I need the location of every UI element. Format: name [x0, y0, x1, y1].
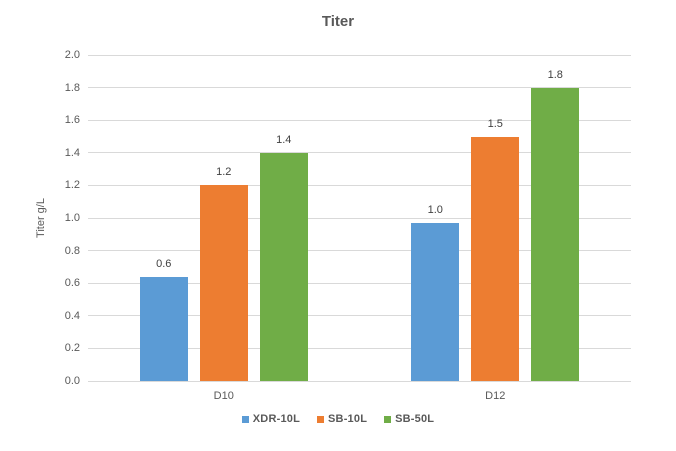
legend-item-sb-10l: SB-10L [317, 413, 367, 425]
chart-title: Titer [321, 13, 355, 30]
x-tick-label: D10 [213, 390, 234, 402]
data-label: 1.2 [216, 166, 232, 179]
legend-label: SB-50L [395, 413, 435, 425]
bar-sb-10l-d12 [471, 136, 520, 381]
x-tick-label: D12 [485, 390, 506, 402]
legend-marker-xdr-10l [241, 415, 249, 423]
legend-item-xdr-10l: XDR-10L [241, 413, 301, 425]
bar-sb-50l-d10 [259, 152, 308, 381]
legend-label: SB-10L [328, 413, 368, 425]
y-tick-label: 1.2 [64, 179, 80, 192]
y-tick-label: 1.4 [64, 146, 80, 159]
legend-marker-sb-10l [317, 415, 325, 423]
bar-sb-50l-d12 [531, 87, 580, 381]
gridline [88, 152, 631, 154]
bar-xdr-10l-d12 [411, 222, 460, 381]
gridline [88, 184, 631, 186]
legend: XDR-10L SB-10L SB-50L [0, 413, 676, 425]
data-label: 1.5 [487, 117, 503, 130]
data-label: 1.4 [276, 133, 292, 146]
legend-item-sb-50l: SB-50L [384, 413, 434, 425]
y-tick-label: 0.6 [64, 277, 80, 290]
data-label: 0.6 [156, 257, 172, 270]
y-tick-label: 0.0 [64, 375, 80, 387]
y-tick-label: 1.6 [64, 114, 80, 127]
bar-xdr-10l-d10 [139, 276, 188, 381]
y-tick-label: 1.8 [64, 81, 80, 94]
y-tick-label: 1.0 [64, 212, 80, 224]
data-label: 1.0 [427, 203, 443, 216]
gridline [88, 347, 631, 349]
gridline [88, 217, 631, 219]
y-tick-label: 2.0 [64, 49, 80, 61]
bar-sb-10l-d10 [199, 185, 248, 381]
x-axis-line [88, 380, 631, 382]
gridline [88, 315, 631, 317]
y-tick-label: 0.4 [64, 309, 80, 322]
gridline [88, 87, 631, 89]
legend-marker-sb-50l [384, 415, 392, 423]
legend-label: XDR-10L [252, 413, 301, 425]
y-tick-label: 0.8 [64, 244, 80, 257]
y-tick-label: 0.2 [64, 342, 80, 355]
data-label: 1.8 [547, 68, 563, 81]
gridline [88, 250, 631, 252]
gridline [88, 282, 631, 284]
gridline [88, 54, 631, 56]
gridline [88, 119, 631, 121]
